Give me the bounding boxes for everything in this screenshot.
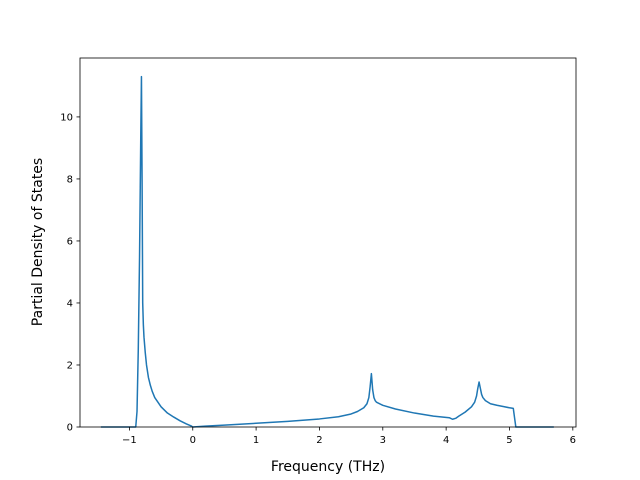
x-tick-label: −1	[122, 435, 137, 446]
x-axis-label: Frequency (THz)	[271, 459, 385, 475]
y-tick-label: 0	[67, 423, 73, 434]
y-axis: 0 2 4 6 8 10	[60, 112, 80, 434]
x-axis: −1 0 1 2 3 4 5 6	[122, 427, 576, 446]
y-tick-label: 6	[67, 236, 73, 247]
x-tick-label: 0	[190, 435, 196, 446]
x-tick-label: 2	[316, 435, 322, 446]
x-tick-label: 6	[570, 435, 576, 446]
plot-background	[80, 58, 576, 427]
x-tick-label: 3	[380, 435, 386, 446]
y-axis-label: Partial Density of States	[30, 158, 46, 326]
plot-frame	[79, 57, 577, 428]
y-tick-label: 2	[67, 360, 73, 371]
x-tick-label: 4	[443, 435, 449, 446]
series-layer	[100, 75, 554, 428]
y-tick-label: 10	[60, 112, 73, 123]
y-tick-label: 4	[67, 298, 73, 309]
y-tick-label: 8	[67, 174, 73, 185]
series-line	[100, 75, 554, 428]
x-tick-label: 1	[253, 435, 259, 446]
x-tick-label: 5	[506, 435, 512, 446]
